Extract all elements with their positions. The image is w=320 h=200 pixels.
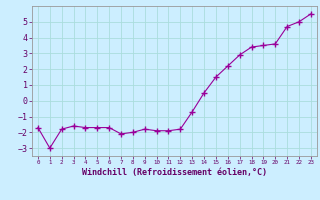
X-axis label: Windchill (Refroidissement éolien,°C): Windchill (Refroidissement éolien,°C) <box>82 168 267 177</box>
